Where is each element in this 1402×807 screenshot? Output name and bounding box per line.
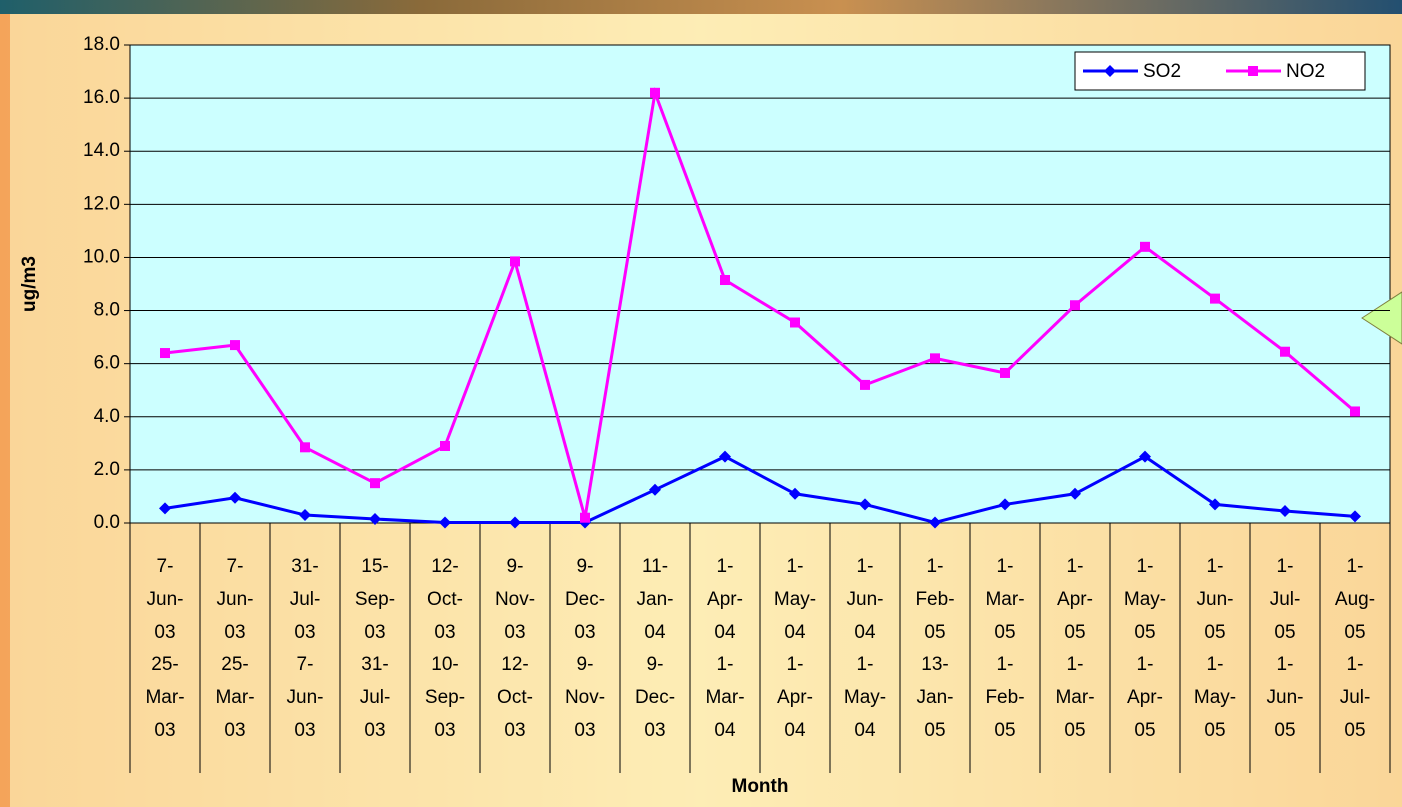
- banner: [0, 0, 1402, 14]
- x-tick-label: 1-Jun-04: [847, 556, 884, 643]
- x-tick-label: 7-Jun-03: [287, 654, 324, 741]
- x-tick-label: 1-Jul-05: [1340, 654, 1371, 741]
- data-point: [929, 516, 941, 529]
- x-tick-label: 15-Sep-03: [355, 556, 395, 643]
- x-tick-label: 1-May-04: [844, 654, 886, 741]
- data-point: [300, 442, 310, 453]
- data-point: [160, 348, 170, 359]
- data-point: [1209, 498, 1221, 511]
- x-axis-label: Month: [732, 776, 789, 797]
- x-tick-label: 1-May-05: [1194, 654, 1236, 741]
- data-point: [1210, 293, 1220, 304]
- data-point: [1069, 487, 1081, 500]
- legend-marker: [1104, 65, 1116, 77]
- data-point: [299, 509, 311, 522]
- data-point: [230, 340, 240, 351]
- x-tick-label: 25-Mar-03: [215, 654, 254, 741]
- x-tick-label: 7-Jun-03: [147, 556, 184, 643]
- y-tick-label: 6.0: [94, 353, 120, 374]
- data-point: [860, 379, 870, 390]
- data-point: [229, 491, 241, 504]
- data-point: [1140, 241, 1150, 252]
- x-tick-label: 1-Mar-04: [705, 654, 744, 741]
- x-tick-label: 9-Nov-03: [565, 654, 605, 741]
- data-point: [719, 450, 731, 463]
- data-point: [370, 478, 380, 489]
- data-point: [1349, 510, 1361, 523]
- x-tick-label: 11-Jan-04: [637, 556, 674, 643]
- data-point: [789, 487, 801, 500]
- data-point: [1350, 406, 1360, 417]
- x-tick-label: 1-May-05: [1124, 556, 1166, 643]
- data-point: [1070, 300, 1080, 311]
- y-tick-label: 2.0: [94, 459, 120, 480]
- data-point: [159, 502, 171, 515]
- x-tick-label: 1-Jul-05: [1270, 556, 1301, 643]
- y-tick-label: 18.0: [83, 34, 120, 55]
- data-point: [510, 256, 520, 267]
- data-point: [930, 353, 940, 364]
- legend-marker: [1248, 66, 1258, 76]
- y-tick-label: 0.0: [94, 512, 120, 533]
- y-tick-label: 16.0: [83, 87, 120, 108]
- data-point: [650, 87, 660, 98]
- x-tick-label: 1-Aug-05: [1335, 556, 1375, 643]
- y-tick-label: 8.0: [94, 300, 120, 321]
- x-tick-label: 9-Dec-03: [565, 556, 605, 643]
- x-tick-label: 1-Apr-04: [707, 556, 743, 643]
- x-tick-label: 1-Jun-05: [1197, 556, 1234, 643]
- x-tick-label: 25-Mar-03: [145, 654, 184, 741]
- x-tick-label: 1-Apr-05: [1127, 654, 1163, 741]
- data-point: [1279, 505, 1291, 518]
- plot-area: [129, 44, 1391, 524]
- x-tick-label: 1-Feb-05: [915, 556, 954, 643]
- x-tick-label: 9-Dec-03: [635, 654, 675, 741]
- y-tick-label: 14.0: [83, 140, 120, 161]
- x-tick-label: 7-Jun-03: [217, 556, 254, 643]
- legend-label: SO2: [1143, 61, 1181, 82]
- x-tick-label: 1-Mar-05: [985, 556, 1024, 643]
- data-point: [1139, 450, 1151, 463]
- data-point: [859, 498, 871, 511]
- data-point: [1280, 346, 1290, 357]
- callout-arrow: [1361, 291, 1402, 345]
- x-tick-label: 12-Oct-03: [427, 556, 463, 643]
- x-tick-label: 12-Oct-03: [497, 654, 533, 741]
- x-tick-label: 10-Sep-03: [425, 654, 465, 741]
- x-tick-label: 1-Apr-04: [777, 654, 813, 741]
- y-axis-label: ug/m3: [19, 256, 40, 312]
- data-point: [790, 317, 800, 328]
- legend-label: NO2: [1286, 61, 1325, 82]
- data-point: [720, 275, 730, 286]
- x-tick-label: 9-Nov-03: [495, 556, 535, 643]
- y-tick-label: 10.0: [83, 246, 120, 267]
- y-tick-label: 12.0: [83, 193, 120, 214]
- x-tick-label: 1-Jun-05: [1267, 654, 1304, 741]
- data-point: [440, 440, 450, 451]
- x-tick-label: 13-Jan-05: [917, 654, 954, 741]
- series-line: [164, 87, 1356, 519]
- data-point: [509, 516, 521, 529]
- y-tick-label: 4.0: [94, 406, 120, 427]
- data-point: [649, 483, 661, 496]
- x-tick-label: 1-Feb-05: [985, 654, 1024, 741]
- series-line: [164, 454, 1356, 525]
- data-point: [439, 516, 451, 529]
- x-tick-label: 1-Apr-05: [1057, 556, 1093, 643]
- x-tick-label: 31-Jul-03: [290, 556, 321, 643]
- x-tick-label: 31-Jul-03: [360, 654, 391, 741]
- data-point: [580, 512, 590, 523]
- data-point: [999, 498, 1011, 511]
- x-tick-label: 1-Mar-05: [1055, 654, 1094, 741]
- data-point: [1000, 367, 1010, 378]
- data-point: [369, 513, 381, 526]
- x-tick-label: 1-May-04: [774, 556, 816, 643]
